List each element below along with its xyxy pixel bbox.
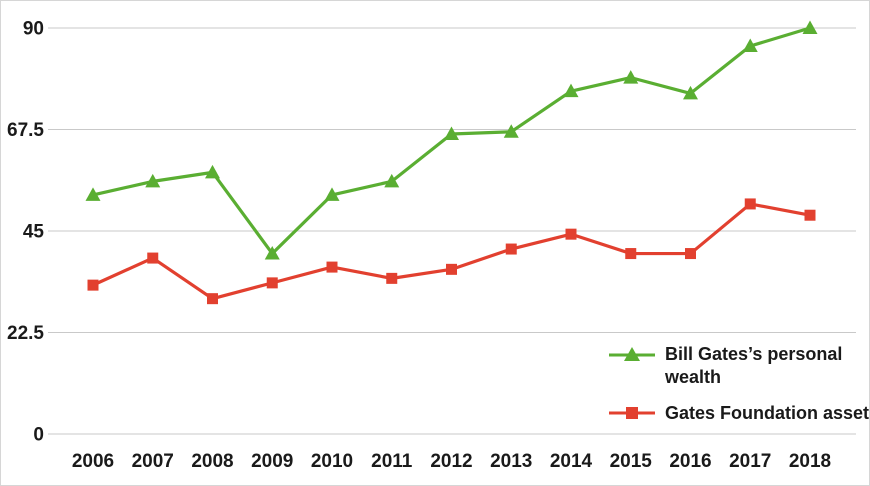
y-tick-label: 22.5 (7, 323, 44, 344)
marker-triangle-personal-wealth (324, 187, 340, 201)
legend-item-foundation-assets: Gates Foundation assets (609, 402, 869, 425)
chart-legend: Bill Gates’s personal wealth Gates Found… (609, 343, 869, 425)
x-tick-label: 2010 (311, 451, 353, 472)
marker-triangle-personal-wealth (742, 38, 758, 53)
marker-triangle-personal-wealth (145, 173, 161, 188)
marker-triangle-personal-wealth (503, 124, 519, 138)
x-tick-label: 2013 (490, 451, 532, 472)
x-tick-label: 2007 (132, 451, 174, 472)
marker-triangle-personal-wealth (683, 85, 698, 100)
marker-square-foundation-assets (685, 248, 696, 260)
legend-label-foundation-assets: Gates Foundation assets (665, 402, 870, 423)
marker-triangle-personal-wealth (205, 164, 220, 179)
x-tick-label: 2014 (550, 451, 593, 472)
x-tick-label: 2017 (729, 451, 771, 472)
legend-item-personal-wealth: Bill Gates’s personal wealth (609, 343, 865, 390)
marker-square-foundation-assets (207, 293, 218, 305)
legend-marker-triangle (609, 347, 655, 361)
marker-triangle-personal-wealth (264, 246, 280, 260)
marker-triangle-personal-wealth (384, 173, 400, 188)
x-tick-label: 2018 (789, 451, 831, 472)
legend-marker-square (609, 406, 655, 419)
marker-square-foundation-assets (446, 263, 457, 275)
legend-label-personal-wealth: Bill Gates’s personal wealth (665, 344, 843, 388)
marker-square-foundation-assets (326, 261, 338, 273)
x-tick-label: 2011 (371, 451, 413, 472)
x-tick-label: 2006 (72, 451, 114, 472)
marker-triangle-personal-wealth (444, 126, 459, 141)
y-tick-label: 0 (33, 425, 44, 446)
marker-square-foundation-assets (505, 243, 517, 255)
marker-square-foundation-assets (386, 272, 398, 284)
marker-triangle-personal-wealth (802, 20, 818, 34)
x-tick-label: 2012 (430, 451, 472, 472)
x-tick-label: 2008 (191, 451, 233, 472)
marker-square-foundation-assets (804, 209, 816, 221)
x-tick-label: 2009 (251, 451, 293, 472)
x-tick-label: 2015 (610, 451, 653, 472)
y-tick-label: 45 (23, 222, 45, 243)
marker-square-foundation-assets (266, 277, 278, 289)
series-line-personal-wealth (91, 26, 812, 256)
marker-square-foundation-assets (625, 248, 637, 260)
marker-square-foundation-assets (87, 279, 99, 291)
x-tick-label: 2016 (669, 451, 711, 472)
marker-triangle-personal-wealth (85, 187, 101, 201)
series-line-foundation-assets (91, 202, 812, 301)
marker-square-foundation-assets (565, 228, 577, 240)
marker-triangle-personal-wealth (623, 70, 639, 84)
marker-square-foundation-assets (147, 252, 159, 264)
y-tick-label: 67.5 (7, 120, 44, 141)
marker-triangle-personal-wealth (563, 83, 579, 98)
y-tick-label: 90 (23, 19, 44, 40)
marker-square-foundation-assets (744, 198, 756, 210)
